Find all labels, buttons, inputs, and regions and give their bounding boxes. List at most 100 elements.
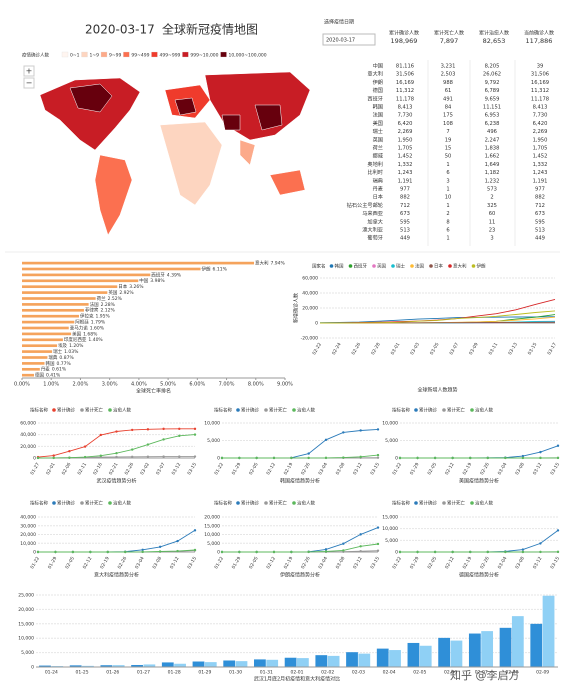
bar	[450, 640, 463, 667]
table-cell: 9,792	[485, 80, 500, 86]
legend-label: 累计死亡	[269, 407, 287, 414]
x-tick-label: 7.00%	[219, 382, 235, 388]
legend-swatch	[182, 51, 189, 58]
zoom-in[interactable]	[23, 65, 35, 77]
x-tick-label: 01-29	[409, 556, 421, 570]
legend-label: 治愈人数	[475, 500, 493, 507]
data-point	[398, 550, 402, 554]
legend-marker	[471, 264, 476, 268]
y-tick-label: 60,000	[302, 276, 318, 282]
x-tick-label: 01-22	[29, 556, 41, 570]
legend-marker	[329, 264, 334, 268]
legend-marker	[52, 501, 56, 505]
table-cell: 175	[443, 113, 453, 119]
bar	[22, 261, 255, 265]
legend-label: 治愈人数	[113, 407, 131, 414]
world-map	[39, 71, 311, 236]
x-tick-label: 03-01	[390, 342, 402, 356]
x-tick-label: 02-11	[76, 462, 88, 476]
table-row-name: 英国	[373, 135, 383, 143]
table-cell: 2,503	[441, 72, 456, 78]
y-tick-label: 0	[217, 456, 220, 462]
bar	[358, 653, 371, 667]
table-cell: 1,452	[398, 154, 413, 160]
legend-label: 日本	[434, 263, 443, 270]
bar-category: 圣马力诺	[70, 324, 88, 331]
y-tick-label: 10,000	[382, 526, 398, 532]
x-tick-label: 01-31	[260, 670, 273, 676]
data-point	[220, 550, 224, 554]
data-point	[324, 550, 328, 553]
x-tick-label: 02-05	[64, 556, 76, 570]
legend-title: 国家名	[312, 263, 326, 270]
y-tick-label: 10,000	[204, 421, 220, 427]
x-tick-label: 02-05	[426, 462, 438, 476]
data-point	[131, 448, 134, 451]
table-cell: 496	[487, 129, 497, 135]
data-point	[451, 550, 454, 554]
bar-category: 荷兰	[97, 295, 106, 302]
data-point	[469, 550, 472, 554]
y-tick-label: 10,000	[18, 636, 34, 642]
x-tick-label: 02-22	[311, 342, 323, 356]
data-point	[52, 456, 55, 460]
table-row-name: 西班牙	[367, 94, 383, 102]
map-zoom[interactable]: + −	[23, 65, 35, 89]
data-point	[307, 456, 310, 460]
table-cell: 1,705	[398, 146, 413, 152]
bar-category: 美国	[72, 330, 81, 337]
legend-label: 治愈人数	[475, 407, 493, 414]
bar	[284, 657, 297, 667]
bar	[438, 637, 451, 667]
map-region	[94, 154, 133, 236]
x-tick-label: 02-26	[123, 462, 135, 476]
x-tick-label: 01-22	[391, 556, 403, 570]
x-tick-label: 03-04	[134, 556, 146, 570]
y-tick-label: 0	[33, 550, 36, 556]
x-tick-label: 02-05	[426, 556, 438, 570]
x-tick-label: 03-11	[488, 342, 500, 356]
bar	[22, 350, 53, 353]
data-point	[416, 456, 419, 460]
bar	[22, 356, 48, 359]
bar	[22, 367, 40, 371]
x-tick-label: 01-29	[198, 670, 211, 676]
x-tick-label: 02-19	[283, 556, 295, 570]
data-point	[193, 427, 197, 431]
table-cell: 1	[446, 187, 449, 193]
table-cell: 1,332	[398, 162, 413, 168]
y-tick-label: 30,000	[20, 523, 36, 529]
y-tick-label: 20,000	[20, 532, 36, 538]
table-row-name: 瑞典	[373, 176, 383, 184]
bar-category: 英国	[108, 289, 117, 296]
data-point	[324, 438, 328, 442]
x-tick-label: 03-15	[549, 462, 561, 476]
x-tick-label: 01-22	[213, 462, 225, 476]
map-region	[221, 114, 241, 131]
data-point	[521, 548, 525, 551]
bar	[419, 645, 432, 667]
date-input[interactable]	[322, 33, 376, 46]
legend-label: 99~499	[131, 53, 149, 59]
table-row-name: 瑞士	[373, 127, 383, 135]
legend-label: 累计死亡	[447, 500, 465, 507]
legend-marker	[108, 501, 112, 505]
table-cell: 7,730	[398, 113, 413, 119]
table-cell: 3,231	[441, 64, 456, 70]
bar	[161, 662, 174, 667]
map-region	[69, 83, 113, 113]
bar	[481, 631, 494, 667]
legend-label: 西班牙	[354, 263, 368, 270]
chart-title: 全球新增人数趋势	[417, 387, 457, 394]
x-tick-label: 03-09	[468, 342, 480, 356]
zoom-out[interactable]	[23, 77, 35, 89]
x-tick-label: 02-06	[61, 462, 73, 476]
legend-swatch	[81, 51, 88, 58]
x-tick-label: 01-27	[29, 462, 41, 476]
series-line	[222, 543, 379, 553]
table-cell: 84	[445, 105, 452, 111]
kpi-label: 累计死亡人数	[434, 30, 464, 37]
bar	[22, 338, 63, 342]
table-cell: 31,506	[396, 72, 414, 78]
